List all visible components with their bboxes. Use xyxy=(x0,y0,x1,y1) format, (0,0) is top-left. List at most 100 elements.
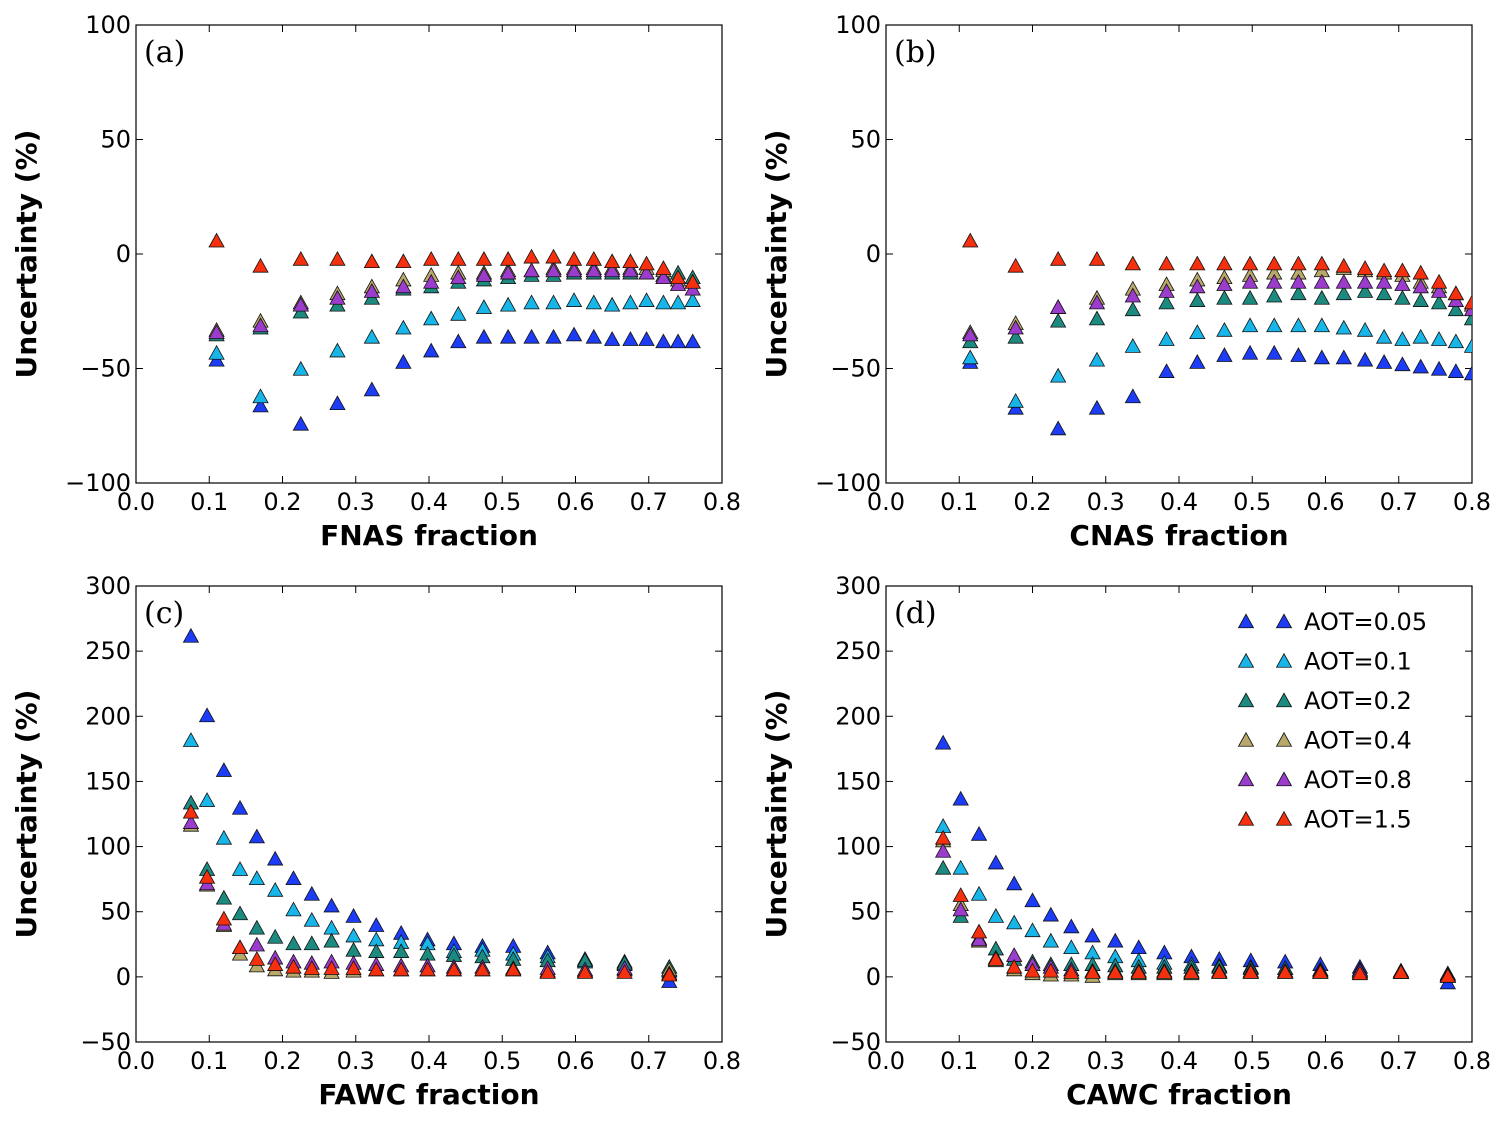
data-point-aot-1.5 xyxy=(474,961,491,977)
data-point-aot-1.5 xyxy=(1088,251,1106,266)
data-point-aot-0.1 xyxy=(545,294,562,310)
data-point-aot-1.5 xyxy=(539,964,556,979)
data-point-aot-1.5 xyxy=(248,951,266,966)
x-tick-label: 0.6 xyxy=(1306,1047,1344,1075)
legend-label: AOT=0.4 xyxy=(1304,727,1412,755)
data-point-aot-0.2 xyxy=(1447,301,1465,317)
data-point-aot-0.2 xyxy=(1394,289,1411,305)
data-point-aot-0.8 xyxy=(622,262,639,278)
data-point-aot-0.1 xyxy=(622,294,639,310)
data-point-aot-1.5 xyxy=(1439,967,1457,983)
panel-label: (a) xyxy=(144,35,185,70)
data-point-aot-0.05 xyxy=(1107,932,1124,948)
data-point-aot-0.1 xyxy=(585,294,602,310)
data-point-aot-0.8 xyxy=(1394,276,1411,291)
y-tick-label: 300 xyxy=(85,572,131,600)
data-point-aot-0.05 xyxy=(423,342,440,358)
data-point-aot-0.1 xyxy=(684,292,701,307)
panel-label: (d) xyxy=(894,596,937,631)
data-point-aot-0.1 xyxy=(499,296,517,312)
legend-marker xyxy=(1275,731,1293,747)
data-point-aot-0.8 xyxy=(1313,273,1331,289)
y-tick-label: 250 xyxy=(85,637,131,665)
x-tick-label: 0.3 xyxy=(1087,1047,1125,1075)
data-point-aot-1.5 xyxy=(1313,255,1331,271)
data-point-aot-0.05 xyxy=(1394,356,1411,372)
x-tick-label: 0.2 xyxy=(1013,488,1051,516)
data-point-aot-1.5 xyxy=(523,248,540,264)
data-point-aot-1.5 xyxy=(1189,255,1206,271)
data-point-aot-0.8 xyxy=(523,262,540,278)
data-point-aot-0.1 xyxy=(962,349,979,365)
data-point-aot-0.05 xyxy=(1124,388,1142,404)
markers xyxy=(962,232,1472,436)
data-point-aot-0.2 xyxy=(1412,292,1429,307)
data-point-aot-1.5 xyxy=(655,260,672,275)
data-point-aot-0.8 xyxy=(208,324,225,340)
data-point-aot-1.5 xyxy=(505,961,522,977)
data-point-aot-0.8 xyxy=(1335,273,1352,289)
data-point-aot-1.5 xyxy=(970,923,988,939)
legend-marker xyxy=(1237,613,1255,629)
data-point-aot-0.1 xyxy=(565,292,583,307)
data-point-aot-0.2 xyxy=(392,943,410,958)
y-tick-label: 50 xyxy=(100,898,131,926)
data-point-aot-0.05 xyxy=(1216,347,1233,362)
data-point-aot-0.1 xyxy=(1024,922,1041,938)
data-point-aot-0.8 xyxy=(1088,294,1106,310)
legend-entry: AOT=1.5 xyxy=(1237,806,1412,834)
y-tick-label: 150 xyxy=(85,767,131,795)
data-point-aot-1.5 xyxy=(1412,264,1429,280)
data-point-aot-0.8 xyxy=(655,269,672,285)
legend-marker xyxy=(1275,810,1293,826)
data-point-aot-0.8 xyxy=(603,262,621,278)
data-point-aot-0.8 xyxy=(1375,273,1393,289)
data-point-aot-1.5 xyxy=(1375,262,1393,278)
legend-label: AOT=1.5 xyxy=(1304,806,1412,834)
data-point-aot-0.05 xyxy=(450,333,467,349)
x-axis-label: FNAS fraction xyxy=(320,519,538,552)
plot-frame xyxy=(885,24,1473,484)
y-tick-label: 200 xyxy=(835,702,881,730)
data-point-aot-0.8 xyxy=(1158,283,1175,298)
data-point-aot-0.8 xyxy=(952,901,969,917)
data-point-aot-1.5 xyxy=(585,251,602,266)
data-point-aot-0.8 xyxy=(565,262,583,278)
y-tick-label: 200 xyxy=(85,702,131,730)
legend-marker xyxy=(1275,771,1293,787)
legend-marker xyxy=(1237,692,1255,708)
legend-marker xyxy=(1237,731,1255,747)
data-point-aot-0.05 xyxy=(622,331,639,346)
panel-label: (c) xyxy=(144,596,184,631)
data-point-aot-0.2 xyxy=(231,905,249,921)
y-tick-label: 50 xyxy=(100,126,131,154)
data-point-aot-0.05 xyxy=(252,397,269,413)
legend-entry: AOT=0.8 xyxy=(1237,766,1412,794)
panel-b: 0.0 0.1 0.2 0.3 0.4 0.5 0.6 0.7 0.8 100 50 0 −50 −100… xyxy=(760,11,1491,552)
data-point-aot-0.2 xyxy=(1049,312,1067,328)
data-point-aot-1.5 xyxy=(252,257,269,273)
data-point-aot-0.05 xyxy=(1375,354,1393,369)
data-point-aot-0.1 xyxy=(1394,331,1411,346)
data-point-aot-1.5 xyxy=(182,803,200,819)
data-point-aot-0.05 xyxy=(669,333,687,349)
x-tick-label: 0.0 xyxy=(867,488,905,516)
data-point-aot-0.8 xyxy=(1430,283,1448,298)
data-point-aot-1.5 xyxy=(368,961,385,977)
data-point-aot-0.1 xyxy=(1375,328,1393,344)
data-point-aot-0.05 xyxy=(1006,875,1023,891)
x-tick-label: 0.0 xyxy=(117,488,155,516)
y-tick-label: −50 xyxy=(80,355,131,383)
data-point-aot-1.5 xyxy=(198,868,216,884)
data-point-aot-0.05 xyxy=(1084,927,1101,943)
data-point-aot-0.1 xyxy=(329,342,346,358)
data-point-aot-0.1 xyxy=(1430,331,1448,346)
data-point-aot-0.05 xyxy=(987,854,1005,870)
data-point-aot-0.2 xyxy=(1216,289,1233,305)
data-point-aot-0.1 xyxy=(1049,367,1067,383)
data-point-aot-0.1 xyxy=(1335,319,1352,335)
legend-marker xyxy=(1237,652,1255,668)
data-point-aot-0.05 xyxy=(215,762,233,777)
x-tick-label: 0.8 xyxy=(1453,488,1491,516)
